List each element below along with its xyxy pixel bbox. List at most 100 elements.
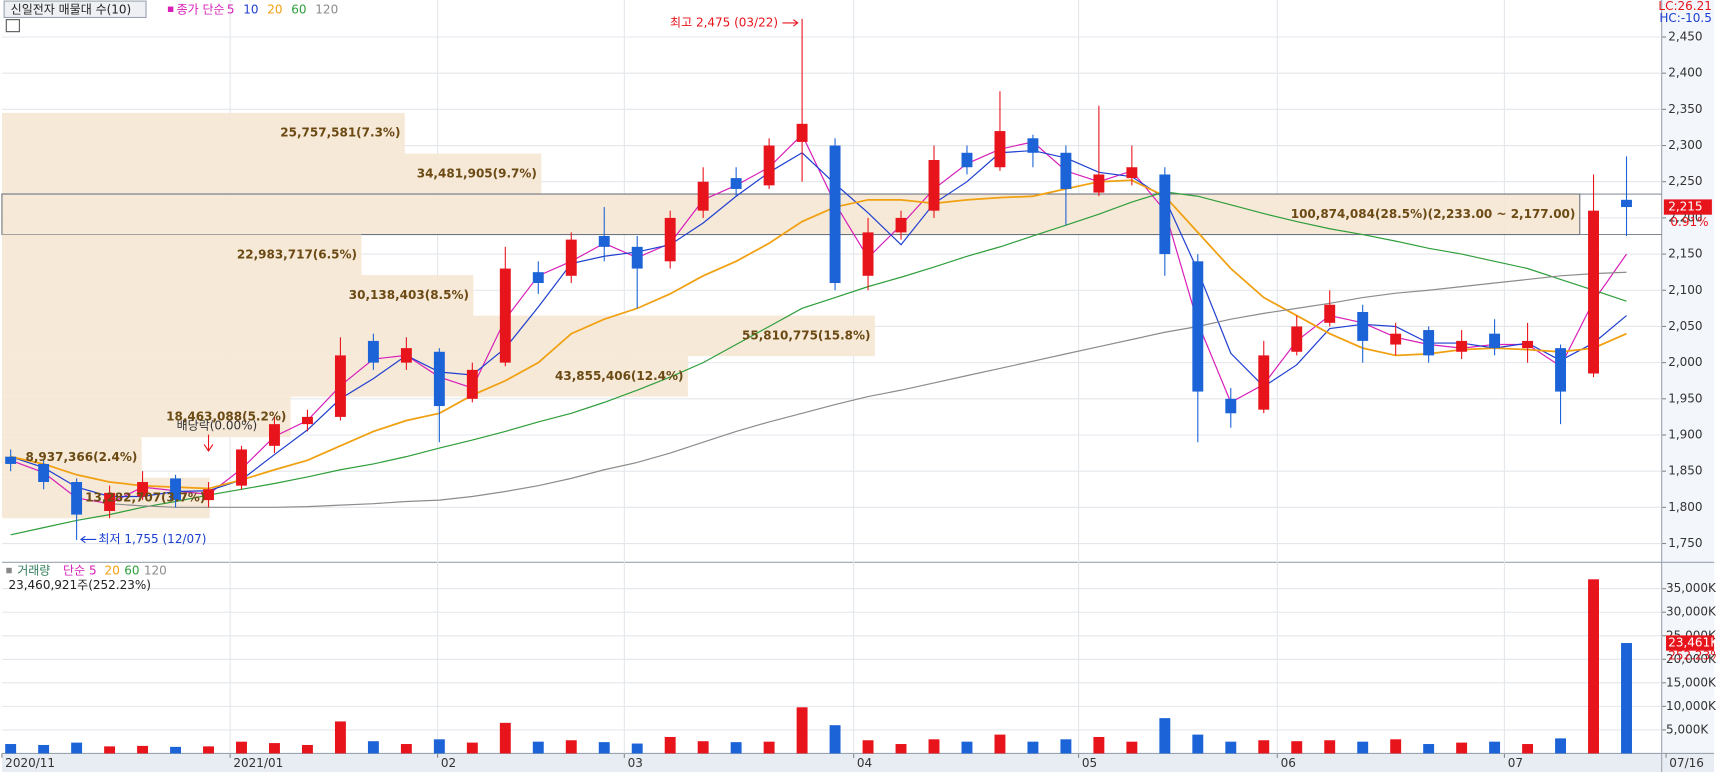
candle-body (994, 131, 1006, 168)
volume-legend-entry: 120 (144, 564, 167, 578)
candle-body (1390, 333, 1402, 345)
profile-label: 25,757,581(7.3%) (280, 126, 400, 140)
volume-bar (1324, 740, 1336, 754)
volume-tick-label: 35,000K (1666, 581, 1716, 595)
volume-bar (1159, 718, 1171, 754)
volume-bar (1060, 739, 1072, 754)
volume-bar (1390, 739, 1402, 754)
profile-label: 22,983,717(6.5%) (237, 247, 357, 261)
candle-body (301, 416, 313, 425)
y-tick-label: 2,300 (1668, 138, 1702, 152)
candle-body (796, 123, 808, 142)
volume-bar (862, 740, 874, 754)
volume-tick-label: 10,000K (1666, 699, 1716, 713)
volume-tick-label: 20,000K (1666, 652, 1716, 666)
volume-bar (334, 721, 346, 754)
candle-body (38, 463, 50, 483)
volume-bar (532, 741, 544, 754)
x-tick-label: 07/16 (1669, 756, 1704, 770)
candle-body (1192, 261, 1204, 392)
legend-entry: 5 (227, 2, 235, 16)
candle-body (829, 145, 841, 284)
volume-bar (38, 744, 50, 754)
plot (5, 18, 1632, 754)
volume-bar (1522, 744, 1534, 754)
volume-bar (1456, 742, 1468, 754)
volume-summary: 23,460,921주(252.23%) (8, 578, 151, 592)
volume-tag: 23,461K (1668, 636, 1716, 650)
x-tick-label: 02 (441, 756, 456, 770)
y-tick-label: 2,350 (1668, 102, 1702, 116)
volume-bar (697, 741, 709, 754)
volume-bar (1357, 741, 1369, 754)
table-icon[interactable] (5, 19, 20, 33)
y-tick-label: 2,400 (1668, 66, 1702, 80)
volume-legend-entry: 20 (105, 564, 120, 578)
volume-bar (565, 740, 577, 754)
volume-bar (1225, 741, 1237, 754)
profile-label: 100,874,084(28.5%)(2,233.00 ~ 2,177.00) (1291, 207, 1576, 221)
volume-bar (961, 741, 973, 754)
volume-tick-label: 5,000K (1666, 722, 1709, 736)
volume-bar (1588, 579, 1599, 754)
date-axis-bg (1, 753, 1715, 772)
volume-bar (1489, 741, 1501, 754)
y-tick-label: 2,000 (1668, 355, 1702, 369)
y-tick-label: 1,750 (1668, 536, 1702, 550)
profile-bar (1, 396, 291, 438)
y-tick-label: 2,100 (1668, 283, 1702, 297)
legend-entry: 120 (315, 2, 338, 16)
candle-body (269, 424, 280, 446)
candle-body (1060, 152, 1072, 189)
profile-label: 18,463,088(5.2%) (166, 409, 286, 423)
volume-bar (1093, 736, 1105, 754)
candle-body (1027, 138, 1039, 153)
moving-average (109, 271, 1627, 508)
candle-body (763, 145, 775, 186)
volume-bar (829, 725, 841, 754)
volume-tick-label: 30,000K (1666, 605, 1716, 619)
y-tick-label: 2,150 (1668, 247, 1702, 261)
profile-bar (1, 193, 1581, 236)
high-arrow (782, 19, 799, 27)
candle-body (1159, 174, 1171, 255)
profile-label: 8,937,366(2.4%) (26, 450, 138, 464)
volume-bar (301, 744, 313, 754)
candle-body (1357, 311, 1369, 341)
volume-bar (631, 743, 643, 754)
profile-label: 13,282,707(3.7%) (85, 490, 205, 504)
x-tick-label: 2021/01 (233, 756, 283, 770)
candle-body (862, 232, 874, 276)
volume-legend-marker (6, 567, 12, 574)
candle-body (367, 340, 379, 363)
title-box[interactable] (3, 0, 147, 19)
candle-body (170, 478, 181, 501)
candle-body (1324, 304, 1336, 323)
candle-body (334, 355, 346, 417)
volume-bar (269, 743, 280, 754)
legend-entry: 20 (267, 2, 282, 16)
y-tick-label: 2,250 (1668, 174, 1702, 188)
candle-body (1423, 330, 1435, 356)
candle-body (71, 482, 83, 515)
x-tick-label: 03 (628, 756, 643, 770)
volume-bar (664, 736, 676, 754)
volume-bar (466, 742, 478, 754)
candle-body (1258, 355, 1270, 410)
candle-body (5, 456, 17, 464)
volume-bar (5, 744, 17, 754)
profile-label: 34,481,905(9.7%) (417, 166, 537, 180)
volume-bar (433, 739, 445, 754)
candle-body (598, 235, 610, 247)
profile-label: 30,138,403(8.5%) (349, 288, 469, 302)
candle-body (137, 482, 149, 497)
profile-label: 43,855,406(12.4%) (555, 369, 684, 383)
x-tick-label: 05 (1082, 756, 1097, 770)
candle-body (928, 160, 940, 211)
y-tick-label: 1,850 (1668, 464, 1702, 478)
candle-body (1093, 174, 1105, 193)
candle-body (664, 217, 676, 262)
candle-body (895, 217, 907, 233)
moving-average (10, 149, 1627, 498)
